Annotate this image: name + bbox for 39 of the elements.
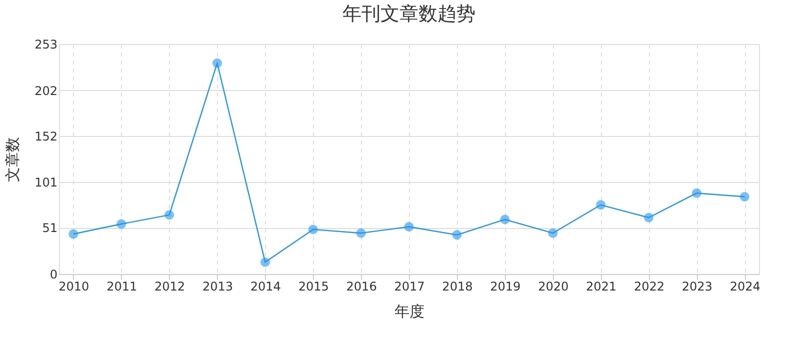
y-tick-label: 101 <box>34 176 58 190</box>
y-tick-label: 253 <box>34 38 58 52</box>
x-axis-title: 年度 <box>394 302 424 320</box>
y-tick-label: 0 <box>50 268 58 282</box>
point <box>500 214 510 224</box>
point <box>356 228 366 238</box>
x-tick-label: 2017 <box>394 280 425 294</box>
point <box>452 230 462 240</box>
y-tick-label: 51 <box>42 221 58 236</box>
point <box>404 222 414 232</box>
x-tick-label: 2024 <box>730 280 760 294</box>
x-tick-label: 2015 <box>298 280 329 294</box>
point <box>740 192 750 202</box>
y-axis-title: 文章数 <box>4 137 22 182</box>
point <box>116 219 126 229</box>
point <box>212 58 222 68</box>
point <box>308 224 318 234</box>
x-tick-label: 2022 <box>634 280 664 294</box>
y-tick-label: 152 <box>34 129 58 144</box>
point <box>644 212 654 222</box>
point <box>692 188 702 198</box>
x-tick-label: 2023 <box>682 280 712 294</box>
point <box>596 200 606 210</box>
x-tick-label: 2021 <box>586 280 617 294</box>
x-tick-label: 2020 <box>538 280 569 294</box>
x-tick-label: 2012 <box>154 280 186 294</box>
point <box>260 257 270 267</box>
chart-title: 年刊文章数趋势 <box>342 3 476 25</box>
x-tick-label: 2014 <box>250 280 281 294</box>
x-tick-label: 2010 <box>58 280 90 294</box>
point <box>68 229 78 239</box>
x-tick-label: 2016 <box>346 280 377 294</box>
y-tick-label: 202 <box>34 84 58 98</box>
point <box>164 210 174 220</box>
x-tick-label: 2011 <box>106 280 138 294</box>
point <box>548 228 558 238</box>
x-tick-label: 2018 <box>442 280 473 294</box>
x-tick-label: 2019 <box>490 280 521 294</box>
x-tick-label: 2013 <box>202 280 233 294</box>
